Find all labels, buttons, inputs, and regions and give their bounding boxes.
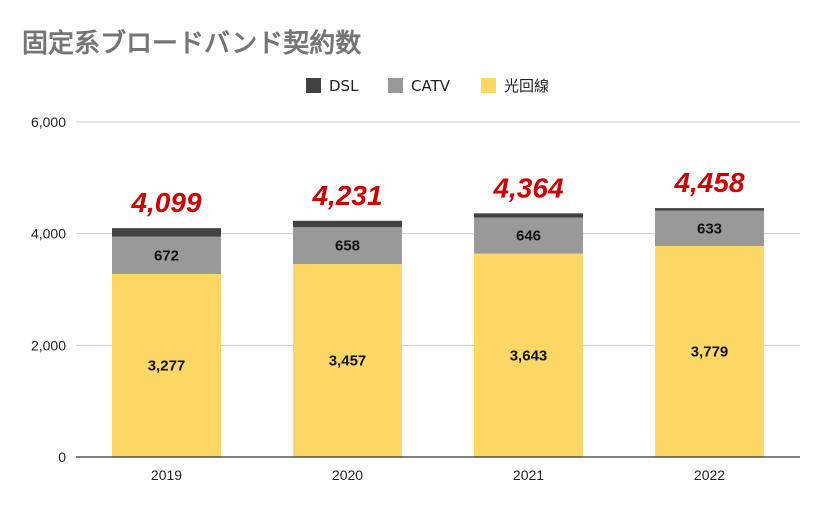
x-axis-ticks: 2019 2020 2021 2022	[151, 467, 725, 483]
bar-catv-2019	[112, 236, 221, 275]
total-value-label: 4,231	[311, 180, 382, 211]
bar-fiber-2020	[293, 263, 402, 457]
data-labels: 3,277 672 4,099 3,457 658 4,231 3,643 646 4,364 3…	[130, 167, 744, 374]
segment-value-label: 658	[335, 238, 360, 255]
x-tick-label: 2019	[151, 467, 182, 483]
legend-swatch-dsl	[306, 78, 321, 93]
total-value-label: 4,099	[130, 187, 201, 218]
x-tick-label: 2020	[332, 467, 363, 483]
bar-fiber-2022	[655, 246, 764, 457]
y-axis-ticks: 0 2,000 4,000 6,000	[31, 114, 66, 465]
y-tick-label: 4,000	[31, 226, 66, 242]
bar-catv-2020	[293, 227, 402, 264]
x-tick-label: 2021	[513, 467, 544, 483]
segment-value-label: 3,277	[148, 358, 186, 375]
y-tick-label: 2,000	[31, 337, 66, 353]
segment-value-label: 3,643	[510, 347, 548, 364]
segment-value-label: 3,457	[329, 352, 367, 369]
chart-title: 固定系ブロードバンド契約数	[22, 28, 362, 59]
legend-label-catv: CATV	[411, 77, 451, 95]
segment-value-label: 646	[516, 228, 541, 245]
bar-fiber-2019	[112, 274, 221, 457]
bar-dsl-2021	[474, 213, 583, 218]
bar-fiber-2021	[474, 253, 583, 457]
bar-dsl-2019	[112, 228, 221, 237]
bar-dsl-2022	[655, 208, 764, 211]
y-tick-label: 0	[58, 449, 66, 465]
bars	[112, 208, 764, 457]
bar-dsl-2020	[293, 220, 402, 228]
legend-label-fiber: 光回線	[504, 77, 549, 95]
segment-value-label: 3,779	[691, 344, 729, 361]
legend-label-dsl: DSL	[329, 77, 359, 95]
segment-value-label: 633	[697, 220, 722, 237]
total-value-label: 4,458	[673, 167, 744, 198]
bar-catv-2021	[474, 217, 583, 254]
legend: DSL CATV 光回線	[306, 77, 549, 95]
y-tick-label: 6,000	[31, 114, 66, 130]
bar-catv-2022	[655, 210, 764, 247]
legend-swatch-fiber	[481, 78, 496, 93]
x-tick-label: 2022	[694, 467, 725, 483]
legend-swatch-catv	[388, 78, 403, 93]
segment-value-label: 672	[154, 247, 179, 264]
total-value-label: 4,364	[492, 172, 563, 203]
